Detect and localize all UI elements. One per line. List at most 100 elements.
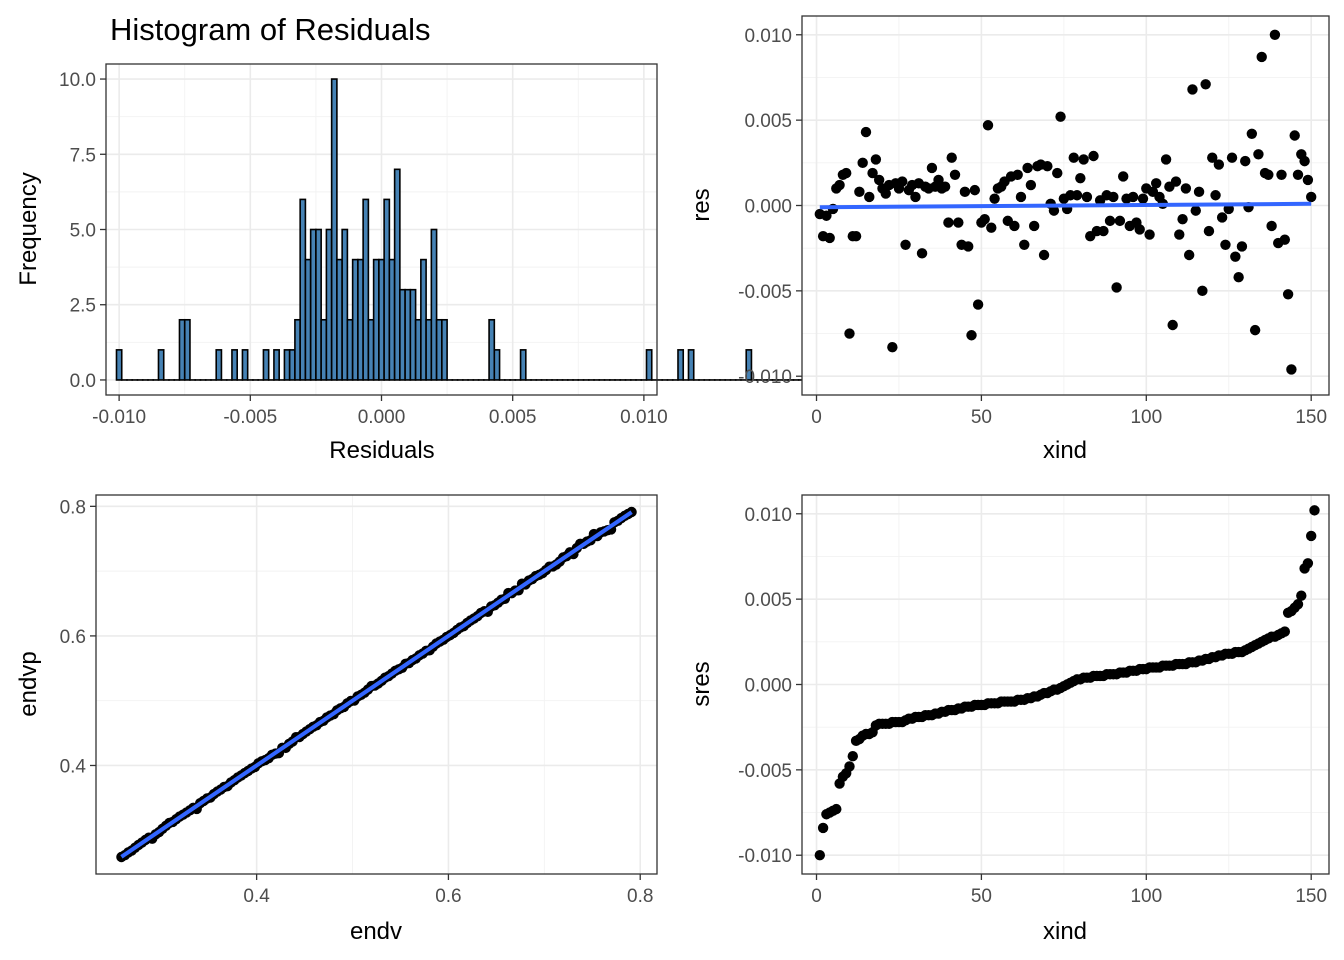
x-tick-label: 50 — [971, 407, 992, 428]
histogram-bar — [341, 228, 349, 381]
x-tick-label: -0.005 — [223, 407, 277, 428]
y-tick-label: 0.8 — [60, 497, 86, 518]
y-tick-label: 0.010 — [744, 505, 792, 526]
residual-point — [824, 232, 835, 244]
residuals-x-axis-title: xind — [1043, 437, 1087, 464]
sorted-residuals-y-axis-title: sres — [688, 661, 715, 706]
histogram-bar — [183, 318, 191, 381]
residual-point — [1025, 179, 1037, 191]
residual-point — [916, 248, 928, 259]
fit-major-grid — [96, 495, 657, 874]
x-tick-label: -0.010 — [92, 407, 146, 428]
residual-point — [972, 299, 984, 310]
histogram-bar — [441, 318, 448, 381]
residual-point — [1299, 155, 1310, 167]
fit-x-ticks: 0.4 0.6 0.8 — [243, 874, 653, 907]
residual-point — [1249, 324, 1261, 336]
residual-point — [1137, 193, 1149, 204]
histogram-bar — [215, 349, 223, 381]
y-tick-label: 0.005 — [744, 111, 792, 132]
sorted-residual-point — [814, 850, 826, 861]
residual-point — [986, 222, 997, 233]
x-tick-label: 0.4 — [243, 886, 270, 907]
residual-point — [821, 210, 832, 221]
sorted-residuals-y-ticks: -0.010 -0.005 0.000 0.005 0.010 — [738, 505, 802, 867]
fit-x-axis-title: endv — [350, 918, 402, 945]
x-tick-label: 0 — [811, 407, 822, 428]
residual-point — [1052, 167, 1063, 179]
residual-point — [1240, 155, 1251, 167]
histogram-title: Histogram of Residuals — [110, 12, 430, 47]
sorted-residual-point — [1309, 505, 1320, 516]
residual-point — [1253, 149, 1264, 160]
y-tick-label: 10.0 — [59, 70, 96, 91]
residual-point — [1246, 128, 1258, 139]
residual-point — [1180, 183, 1192, 194]
residuals-trend-line — [819, 201, 1312, 210]
residual-point — [1009, 220, 1020, 232]
residual-point — [1282, 289, 1294, 300]
y-tick-label: 0.0 — [70, 371, 96, 392]
histogram-y-ticks: 0.0 2.5 5.0 7.5 10.0 — [59, 70, 106, 392]
x-tick-label: 0.6 — [435, 886, 461, 907]
x-tick-label: 0.000 — [358, 407, 406, 428]
residual-point — [1216, 212, 1228, 223]
histogram-bar — [645, 349, 653, 381]
y-tick-label: 2.5 — [70, 296, 96, 317]
x-tick-label: 100 — [1130, 886, 1162, 907]
histogram-bar — [115, 349, 123, 381]
y-tick-label: -0.005 — [738, 761, 792, 782]
residual-point — [943, 217, 954, 228]
residual-point — [900, 239, 911, 250]
residual-point — [963, 241, 974, 252]
y-tick-label: 5.0 — [70, 221, 96, 242]
residual-point — [1078, 154, 1089, 165]
y-tick-label: -0.005 — [738, 282, 792, 303]
y-tick-label: 7.5 — [70, 145, 96, 166]
histogram-bar — [687, 349, 695, 381]
residual-point — [1200, 79, 1211, 90]
histogram-y-axis-title: Frequency — [15, 172, 42, 285]
residual-point — [1144, 229, 1155, 240]
residual-point — [969, 184, 981, 196]
residual-point — [926, 162, 938, 174]
residual-point — [1292, 169, 1304, 180]
sorted-residual-point — [831, 803, 842, 815]
y-tick-label: 0.005 — [744, 590, 792, 611]
histogram-bar — [315, 228, 322, 381]
residual-point — [880, 188, 891, 199]
residual-point — [1183, 249, 1195, 261]
residual-point — [1048, 205, 1060, 216]
y-tick-label: -0.010 — [738, 367, 792, 388]
residual-point — [989, 193, 1000, 204]
histogram-bar — [519, 349, 527, 381]
residual-point — [949, 169, 961, 180]
sorted-residual-point — [1296, 590, 1307, 601]
histogram-bar — [330, 78, 338, 381]
fit-panel-border — [95, 494, 658, 875]
fit-trend — [120, 510, 633, 859]
residual-point — [850, 231, 862, 242]
residual-point — [873, 174, 885, 186]
residual-point — [1019, 239, 1030, 250]
residual-point — [1104, 215, 1116, 227]
residual-point — [1276, 169, 1287, 180]
residuals-y-axis-title: res — [688, 188, 715, 221]
residual-point — [1269, 29, 1281, 40]
y-tick-label: 0.000 — [744, 676, 792, 697]
residual-point — [870, 154, 882, 165]
residual-point — [1266, 220, 1277, 232]
histogram-bar — [677, 349, 685, 381]
residual-point — [1134, 224, 1145, 235]
sorted-residuals-panel: 0 50 100 150 -0.010 -0.005 0.000 0.005 0.010 xi… — [688, 494, 1330, 945]
residual-point — [840, 167, 852, 179]
fit-panel: 0.4 0.6 0.8 0.4 0.6 0.8 endv endvp — [15, 494, 658, 945]
residual-point — [1305, 191, 1317, 203]
residual-point — [1207, 152, 1218, 163]
sorted-residual-point — [844, 761, 855, 772]
x-tick-label: 0.010 — [620, 407, 668, 428]
x-tick-label: 150 — [1295, 407, 1327, 428]
fit-y-axis-title: endvp — [15, 651, 42, 716]
residual-point — [982, 120, 994, 131]
